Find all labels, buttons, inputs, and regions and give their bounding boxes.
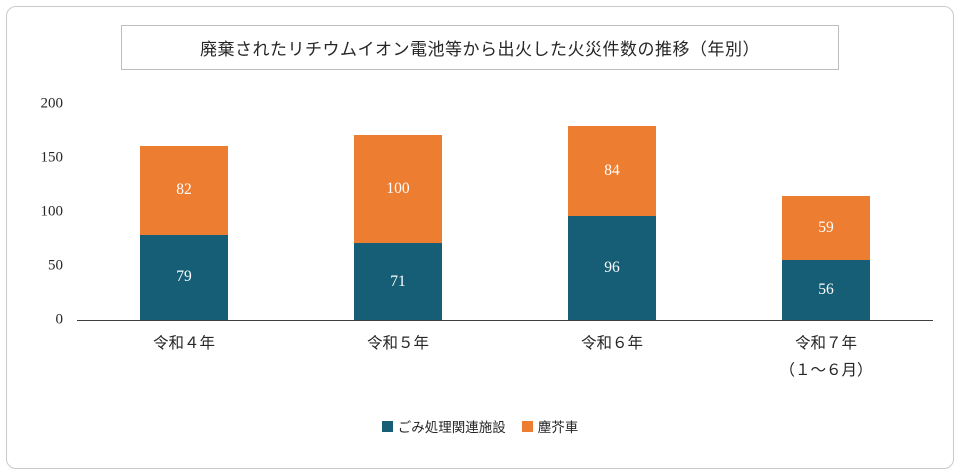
bar-value-label: 84: [604, 161, 620, 179]
plot-area: 82 79 100 71 84 96 59 56: [77, 104, 933, 321]
chart-title: 廃棄されたリチウムイオン電池等から出火した火災件数の推移（年別）: [121, 25, 839, 70]
bar-segment-truck: 59: [782, 195, 870, 260]
bar-segment-facility: 56: [782, 259, 870, 320]
legend-swatch-icon: [381, 420, 393, 432]
bar-segment-truck: 82: [140, 146, 228, 235]
bar-slot: 84 96: [505, 104, 719, 320]
bar-value-label: 56: [818, 280, 834, 298]
bar-value-label: 100: [386, 180, 410, 198]
legend: ごみ処理関連施設 塵芥車: [7, 416, 953, 436]
bar-segment-facility: 71: [354, 243, 442, 320]
stacked-bar: 82 79: [140, 146, 228, 320]
y-tick-label: 0: [55, 311, 64, 328]
bar-slot: 82 79: [77, 104, 291, 320]
x-tick-line: （１～６月）: [779, 362, 873, 379]
x-tick-line: 令和７年: [794, 335, 857, 352]
x-tick-label: 令和７年 （１～６月）: [719, 330, 933, 384]
bar-segment-facility: 96: [568, 216, 656, 320]
chart-title-wrap: 廃棄されたリチウムイオン電池等から出火した火災件数の推移（年別）: [7, 7, 953, 70]
y-tick-label: 100: [40, 203, 64, 220]
stacked-bar: 84 96: [568, 125, 656, 320]
stacked-bar: 59 56: [782, 195, 870, 320]
legend-swatch-icon: [521, 420, 533, 432]
bar-slot: 100 71: [291, 104, 505, 320]
bar-value-label: 59: [818, 218, 834, 236]
x-tick-label: 令和６年: [505, 330, 719, 384]
x-tick-line: 令和６年: [580, 335, 643, 352]
legend-item: 塵芥車: [521, 416, 579, 436]
bar-value-label: 79: [176, 268, 192, 286]
y-tick-label: 50: [48, 257, 63, 274]
x-tick-line: 令和４年: [152, 335, 215, 352]
bar-segment-truck: 84: [568, 125, 656, 217]
stacked-bar: 100 71: [354, 135, 442, 320]
legend-label: ごみ処理関連施設: [397, 420, 506, 435]
bar-value-label: 82: [176, 181, 192, 199]
chart-frame: 廃棄されたリチウムイオン電池等から出火した火災件数の推移（年別） 0 50 100 1…: [6, 6, 954, 469]
chart-body: 0 50 100 150 200 82 79 100 71 84 96 59 56: [7, 96, 953, 328]
y-tick-label: 200: [40, 95, 64, 112]
bar-slot: 59 56: [719, 104, 933, 320]
bar-value-label: 96: [604, 259, 620, 277]
x-tick-label: 令和４年: [77, 330, 291, 384]
y-tick-label: 150: [40, 149, 64, 166]
x-tick-line: 令和５年: [366, 335, 429, 352]
y-axis: 0 50 100 150 200: [7, 96, 77, 328]
bar-segment-facility: 79: [140, 234, 228, 320]
legend-item: ごみ処理関連施設: [381, 416, 506, 436]
legend-label: 塵芥車: [537, 420, 579, 435]
x-tick-label: 令和５年: [291, 330, 505, 384]
bar-value-label: 71: [390, 272, 406, 290]
x-axis: 令和４年 令和５年 令和６年 令和７年 （１～６月）: [77, 330, 933, 384]
bar-segment-truck: 100: [354, 135, 442, 244]
